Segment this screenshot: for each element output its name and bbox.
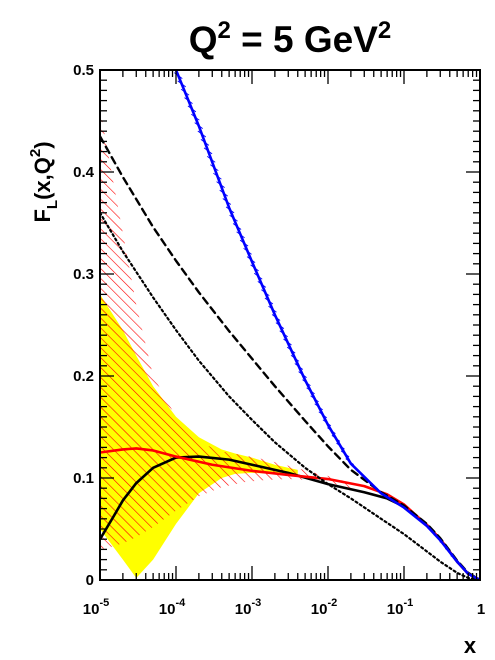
blue-hatch-tick [225, 206, 235, 214]
chart-title: Q2 = 5 GeV2 [189, 17, 392, 60]
curve-blue-solid [174, 70, 480, 580]
blue-hatch-tick [302, 379, 311, 387]
x-tick-label: 1 [477, 601, 485, 618]
x-tick-label: 10-1 [387, 597, 413, 618]
blue-hatch-tick [327, 427, 336, 434]
y-tick-label: 0.2 [73, 368, 94, 385]
x-tick-label: 10-3 [235, 597, 261, 618]
ylabel-sub: L [44, 200, 61, 209]
blue-hatch-tick [322, 419, 332, 427]
blue-hatch-tick [427, 527, 436, 535]
blue-hatch-tick [239, 239, 249, 247]
blue-hatch-tick [400, 504, 409, 512]
blue-hatch-tick [351, 464, 360, 472]
y-tick-label: 0 [86, 572, 94, 589]
blue-hatch-tick [177, 80, 186, 88]
blue-hatch-tick [191, 113, 200, 121]
y-axis-label: FL(x,Q2) [27, 141, 61, 222]
band-red-hatched [100, 108, 351, 550]
blue-hatch-tick [439, 541, 448, 548]
blue-hatch-tick [264, 297, 274, 305]
ylabel-b: (x,Q [30, 157, 55, 200]
blue-hatch-tick [310, 395, 319, 403]
blue-hatch-tick [250, 264, 259, 272]
x-axis-ticks: 10-5 10-4 10-3 10-2 10-1 1 [83, 70, 485, 618]
blue-hatch-tick [253, 272, 263, 280]
blue-hatch-tick [345, 458, 354, 465]
uncertainty-bands [100, 108, 351, 578]
blue-hatch-tick [210, 164, 219, 172]
blue-hatch-tick [407, 510, 416, 517]
blue-hatch-tick [246, 256, 256, 263]
blue-hatch-tick [180, 88, 190, 96]
blue-hatch-tick [456, 562, 465, 569]
curves [100, 70, 480, 580]
blue-hatch-tick [271, 314, 281, 321]
blue-hatch-tick [336, 442, 345, 450]
blue-hatch-tick [268, 305, 277, 313]
blue-hatch-tick [331, 435, 341, 442]
blue-hatch-tick [298, 371, 307, 378]
blue-hatch-tick [200, 139, 210, 146]
blue-hatch-tick [275, 322, 285, 329]
blue-hatch-tick [194, 122, 203, 129]
blue-hatch-tick [314, 403, 323, 411]
ylabel-a: F [30, 209, 55, 222]
blue-hatch-tick [222, 198, 232, 205]
blue-hatch-tick [450, 555, 459, 562]
blue-hatch-tick [283, 338, 292, 346]
blue-hatch-tick [357, 471, 367, 478]
y-tick-label: 0.4 [73, 164, 95, 181]
y-tick-label: 0.5 [73, 62, 94, 79]
y-axis-ticks: 0 0.1 0.2 0.3 0.4 0.5 [73, 62, 480, 589]
curve-black-dashed [100, 135, 480, 580]
x-axis-label: x [464, 633, 477, 658]
blue-hatch-tick [414, 515, 423, 523]
blue-hatch-tick [203, 147, 213, 155]
blue-hatch-tick [433, 534, 443, 541]
blue-hatch-tick [229, 214, 238, 222]
blue-hatch-tick [279, 330, 288, 338]
title-sup: 2 [218, 17, 231, 44]
ylabel-sup: 2 [27, 149, 44, 157]
title-base: Q [189, 19, 218, 60]
blue-hatch-tick [377, 490, 386, 497]
blue-hatch-tick [306, 387, 315, 395]
blue-hatch-tick [216, 181, 225, 188]
blue-hatch-tick [257, 281, 267, 288]
blue-hatch-tick [261, 289, 270, 297]
title-mid: = 5 GeV [231, 19, 378, 60]
blue-hatch-tick [184, 97, 193, 104]
blue-hatch-tick [232, 223, 242, 230]
blue-hatch-tick [187, 105, 197, 113]
blue-hatch-tick [392, 499, 401, 507]
blue-hatch-tick [236, 231, 245, 239]
blue-hatch-tick [384, 494, 394, 502]
blue-hatch-tick [421, 521, 430, 529]
y-tick-label: 0.1 [73, 470, 94, 487]
blue-hatch-tick [286, 346, 296, 354]
blue-hatch-tick [206, 155, 216, 163]
blue-hatch-tick [243, 247, 252, 255]
blue-hatch-tick [444, 548, 454, 555]
ylabel-c: ) [30, 141, 55, 148]
blue-hatch-tick [364, 477, 373, 485]
blue-hatch-tick [318, 411, 328, 419]
y-tick-label: 0.3 [73, 266, 94, 283]
blue-hatch-tick [290, 354, 300, 362]
blue-hatch-tick [219, 189, 228, 197]
x-tick-label: 10-4 [159, 597, 186, 618]
blue-hatch-tick [294, 363, 304, 370]
x-tick-label: 10-5 [83, 597, 109, 618]
curve-black-dotted [100, 211, 480, 580]
blue-hatch-tick [213, 172, 222, 180]
title-sup2: 2 [378, 17, 391, 44]
blue-hatch-tick [197, 130, 207, 138]
x-tick-label: 10-2 [311, 597, 337, 618]
blue-hatch-tick [340, 450, 350, 458]
blue-hatch-tick [370, 483, 380, 491]
blue-hatch-tick [462, 568, 471, 576]
